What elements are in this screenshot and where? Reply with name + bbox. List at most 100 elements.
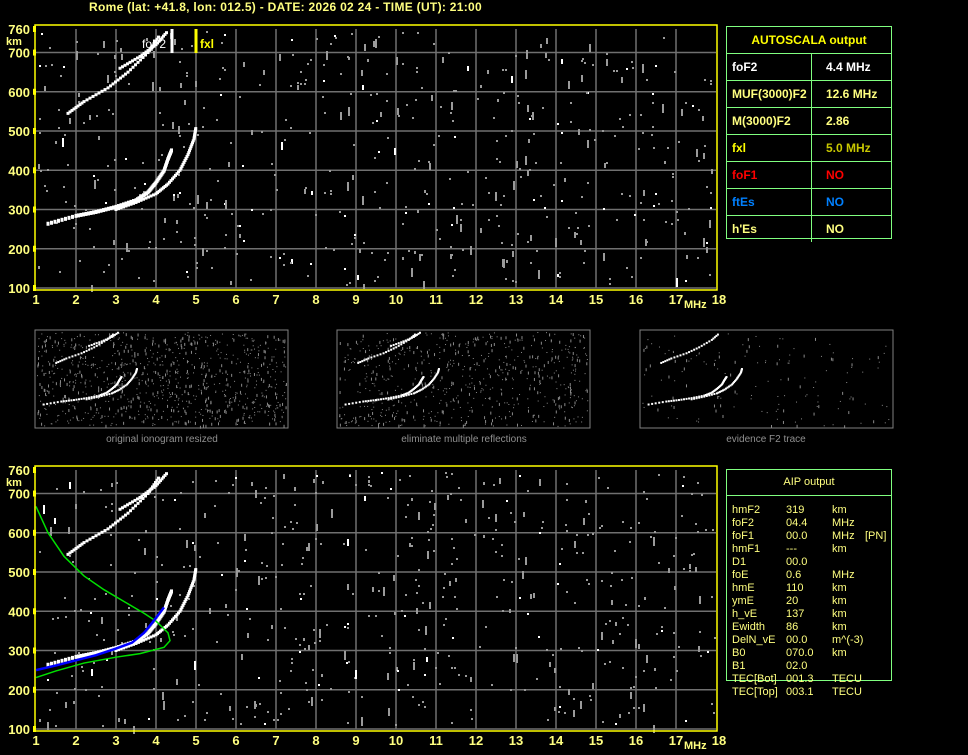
thumbnail-noise (215, 390, 217, 392)
echo-trace-x (172, 616, 176, 620)
noise-echo (279, 680, 281, 682)
noise-echo (652, 126, 654, 128)
noise-echo (454, 596, 456, 598)
noise-echo (310, 59, 312, 61)
thumbnail-noise (89, 347, 91, 349)
thumbnail-trace (437, 368, 440, 371)
thumbnail-trace (713, 336, 716, 339)
thumbnail-noise (273, 335, 275, 339)
x-tick-label: 5 (192, 733, 199, 748)
thumbnail-noise (387, 341, 389, 343)
thumbnail-noise (118, 352, 120, 356)
thumbnail-noise (208, 368, 210, 372)
thumbnail-noise (452, 360, 454, 362)
noise-echo (539, 479, 541, 486)
echo-trace-x (124, 645, 128, 649)
thumbnail-noise (490, 411, 492, 415)
thumbnail-trace (124, 384, 127, 387)
thumbnail-noise (169, 396, 171, 398)
echo-trace-multiple (116, 519, 120, 523)
thumbnail-noise (170, 396, 172, 398)
echo-trace-multiple (156, 482, 159, 486)
noise-echo (225, 604, 227, 606)
thumbnail-noise (403, 354, 405, 356)
thumbnail-noise (111, 369, 113, 371)
noise-echo (488, 192, 490, 194)
thumbnail-noise (690, 358, 692, 360)
noise-echo (197, 134, 199, 136)
echo-trace-multiple (82, 541, 86, 545)
x-tick-label: 18 (712, 733, 726, 748)
echo-trace-o (79, 653, 83, 658)
noise-echo (80, 609, 82, 611)
thumbnail-noise (339, 342, 341, 346)
thumbnail-noise (485, 384, 487, 386)
thumbnail-noise (578, 334, 580, 336)
thumbnail-noise (145, 347, 147, 349)
thumbnail-noise (359, 350, 361, 352)
thumbnail-noise (730, 373, 732, 377)
noise-echo (324, 192, 326, 194)
thumbnail-noise (40, 400, 42, 402)
noise-echo (685, 720, 687, 722)
thumbnail-noise (674, 380, 676, 382)
thumbnail-noise (236, 420, 238, 422)
thumbnail-trace (736, 377, 739, 380)
thumbnail-noise (89, 339, 91, 341)
thumbnail-noise (248, 369, 250, 373)
echo-trace-x (137, 199, 140, 203)
thumbnail-noise (71, 338, 73, 342)
noise-echo (189, 203, 191, 205)
noise-echo (514, 521, 516, 523)
thumbnail-noise (832, 352, 834, 354)
aip-row: Ewidth 86 km (732, 621, 886, 634)
noise-echo (285, 119, 287, 121)
thumbnail-trace (61, 359, 64, 362)
thumbnail-noise (249, 415, 251, 417)
echo-trace-o (170, 589, 173, 594)
noise-echo (39, 132, 41, 134)
thumbnail-trace (120, 376, 123, 379)
thumbnail-noise (166, 369, 168, 373)
thumbnail-noise (41, 369, 43, 371)
thumbnail-trace (706, 393, 709, 396)
noise-echo (681, 515, 683, 517)
thumbnail-noise (275, 392, 277, 396)
noise-echo (261, 562, 263, 564)
thumbnail-noise (347, 354, 349, 356)
thumbnail-2 (639, 329, 894, 429)
thumbnail-noise (557, 397, 559, 401)
y-tick (33, 647, 36, 654)
thumbnail-noise (339, 423, 341, 427)
noise-echo (533, 199, 535, 201)
noise-echo (138, 539, 140, 541)
thumbnail-trace (712, 390, 715, 393)
thumbnail-noise (226, 358, 228, 360)
thumbnail-noise (267, 370, 269, 374)
thumbnail-noise (389, 421, 391, 423)
thumbnail-noise (178, 420, 180, 422)
thumbnail-noise (80, 356, 82, 358)
thumbnail-noise (59, 349, 61, 351)
thumbnail-noise (123, 405, 125, 409)
thumbnail-noise (437, 389, 439, 391)
thumbnail-noise (244, 377, 246, 379)
noise-echo (661, 630, 663, 632)
noise-echo (427, 531, 429, 533)
echo-trace-multiple (131, 59, 134, 63)
thumbnail-noise (569, 397, 571, 399)
thumbnail-noise (281, 415, 283, 417)
echo-trace-multiple (126, 511, 130, 515)
noise-echo (348, 57, 350, 60)
noise-echo (482, 500, 484, 508)
echo-trace-o (114, 204, 118, 209)
thumbnail-noise (576, 358, 578, 362)
noise-echo (244, 534, 246, 541)
thumbnail-trace (715, 387, 718, 390)
echo-trace-o (127, 200, 130, 205)
echo-trace-multiple (121, 506, 124, 510)
noise-echo (544, 207, 546, 209)
noise-echo (527, 241, 529, 243)
noise-echo (347, 627, 349, 629)
aip-value: 319 (786, 504, 805, 516)
